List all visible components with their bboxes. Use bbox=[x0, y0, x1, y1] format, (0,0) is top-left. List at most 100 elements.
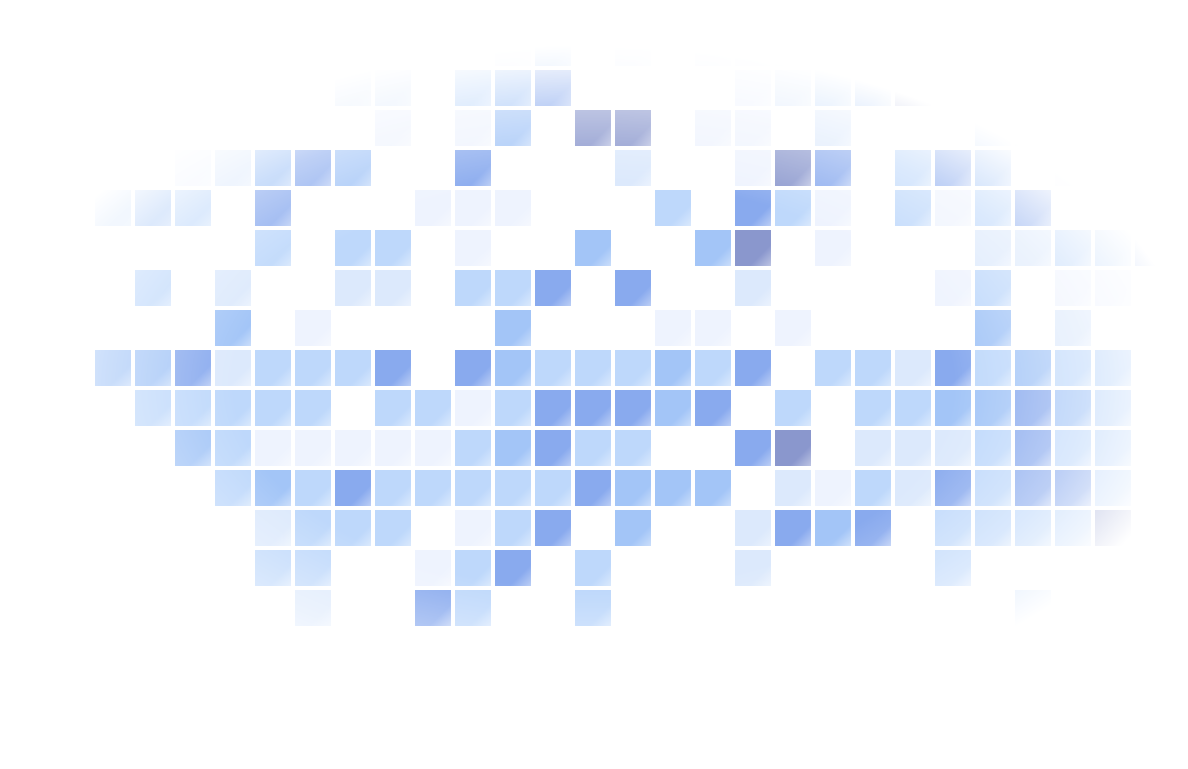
mosaic-tile bbox=[215, 470, 251, 506]
mosaic-tile bbox=[255, 470, 291, 506]
mosaic-tile bbox=[1055, 110, 1091, 146]
mosaic-tile bbox=[1015, 390, 1051, 426]
mosaic-tile bbox=[735, 270, 771, 306]
mosaic-tile bbox=[655, 390, 691, 426]
mosaic-tile bbox=[775, 470, 811, 506]
mosaic-tile bbox=[335, 30, 371, 66]
mosaic-tile bbox=[455, 510, 491, 546]
mosaic-tile bbox=[95, 350, 131, 386]
mosaic-tile bbox=[375, 430, 411, 466]
mosaic-tile bbox=[615, 350, 651, 386]
mosaic-tile bbox=[335, 270, 371, 306]
mosaic-tile bbox=[375, 110, 411, 146]
mosaic-tile bbox=[975, 190, 1011, 226]
mosaic-tile bbox=[1095, 430, 1131, 466]
mosaic-tile bbox=[655, 310, 691, 346]
mosaic-tile bbox=[295, 390, 331, 426]
mosaic-tile bbox=[415, 590, 451, 626]
mosaic-tile bbox=[495, 70, 531, 106]
mosaic-tile bbox=[375, 470, 411, 506]
mosaic-tile bbox=[655, 190, 691, 226]
mosaic-tile bbox=[535, 350, 571, 386]
mosaic-tile bbox=[1055, 470, 1091, 506]
mosaic-tile bbox=[1015, 110, 1051, 146]
mosaic-tile bbox=[815, 150, 851, 186]
mosaic-tile bbox=[855, 30, 891, 66]
mosaic-tile bbox=[295, 310, 331, 346]
mosaic-tile bbox=[975, 230, 1011, 266]
mosaic-tile bbox=[175, 390, 211, 426]
mosaic-tile bbox=[775, 510, 811, 546]
mosaic-tile bbox=[415, 390, 451, 426]
mosaic-tile bbox=[895, 390, 931, 426]
mosaic-tile bbox=[335, 470, 371, 506]
mosaic-tile bbox=[535, 70, 571, 106]
mosaic-tile bbox=[1095, 270, 1131, 306]
mosaic-tile bbox=[1015, 190, 1051, 226]
mosaic-tile bbox=[375, 350, 411, 386]
mosaic-tile bbox=[615, 110, 651, 146]
mosaic-tile bbox=[1015, 230, 1051, 266]
mosaic-tile bbox=[1015, 430, 1051, 466]
mosaic-tile bbox=[655, 350, 691, 386]
mosaic-tile bbox=[1055, 150, 1091, 186]
mosaic-tile bbox=[615, 390, 651, 426]
mosaic-tile bbox=[455, 190, 491, 226]
mosaic-tile bbox=[495, 190, 531, 226]
mosaic-tile bbox=[815, 470, 851, 506]
mosaic-tile bbox=[375, 390, 411, 426]
mosaic-tile bbox=[575, 550, 611, 586]
mosaic-tile bbox=[775, 70, 811, 106]
mosaic-tile bbox=[215, 350, 251, 386]
mosaic-tile bbox=[775, 390, 811, 426]
mosaic-tile bbox=[535, 390, 571, 426]
mosaic-tile bbox=[335, 350, 371, 386]
mosaic-tile bbox=[335, 150, 371, 186]
mosaic-tile bbox=[775, 30, 811, 66]
mosaic-tile bbox=[455, 230, 491, 266]
mosaic-tile bbox=[375, 270, 411, 306]
mosaic-tile bbox=[535, 430, 571, 466]
mosaic-tile bbox=[895, 70, 931, 106]
mosaic-tile bbox=[455, 430, 491, 466]
mosaic-tile bbox=[1095, 510, 1131, 546]
mosaic-tile bbox=[375, 70, 411, 106]
mosaic-tile bbox=[295, 470, 331, 506]
mosaic-tile bbox=[815, 230, 851, 266]
mosaic-tile bbox=[455, 390, 491, 426]
mosaic-tile bbox=[495, 310, 531, 346]
mosaic-tile bbox=[695, 470, 731, 506]
mosaic-tile bbox=[735, 110, 771, 146]
mosaic-tile bbox=[935, 550, 971, 586]
mosaic-tile bbox=[655, 470, 691, 506]
mosaic-tile bbox=[295, 590, 331, 626]
mosaic-tile bbox=[935, 190, 971, 226]
mosaic-tile bbox=[1055, 510, 1091, 546]
mosaic-tile bbox=[535, 510, 571, 546]
mosaic-tile bbox=[535, 470, 571, 506]
mosaic-tile bbox=[255, 230, 291, 266]
mosaic-tile bbox=[1095, 470, 1131, 506]
mosaic-tile bbox=[375, 230, 411, 266]
mosaic-tile bbox=[695, 230, 731, 266]
mosaic-tile bbox=[575, 390, 611, 426]
mosaic-tile bbox=[1055, 230, 1091, 266]
mosaic-tile bbox=[975, 510, 1011, 546]
mosaic-tile bbox=[1015, 590, 1051, 626]
mosaic-tile bbox=[215, 270, 251, 306]
mosaic-tile bbox=[775, 310, 811, 346]
mosaic-tile bbox=[495, 270, 531, 306]
mosaic-tile bbox=[495, 470, 531, 506]
mosaic-tile bbox=[935, 390, 971, 426]
mosaic-tile bbox=[415, 470, 451, 506]
mosaic-tile bbox=[95, 190, 131, 226]
mosaic-tile bbox=[895, 350, 931, 386]
mosaic-tile bbox=[495, 30, 531, 66]
mosaic-tile bbox=[135, 270, 171, 306]
mosaic-tile bbox=[855, 350, 891, 386]
mosaic-tile bbox=[815, 110, 851, 146]
mosaic-tile bbox=[175, 190, 211, 226]
mosaic-tile bbox=[215, 150, 251, 186]
mosaic-tile bbox=[815, 190, 851, 226]
mosaic-tile bbox=[455, 470, 491, 506]
